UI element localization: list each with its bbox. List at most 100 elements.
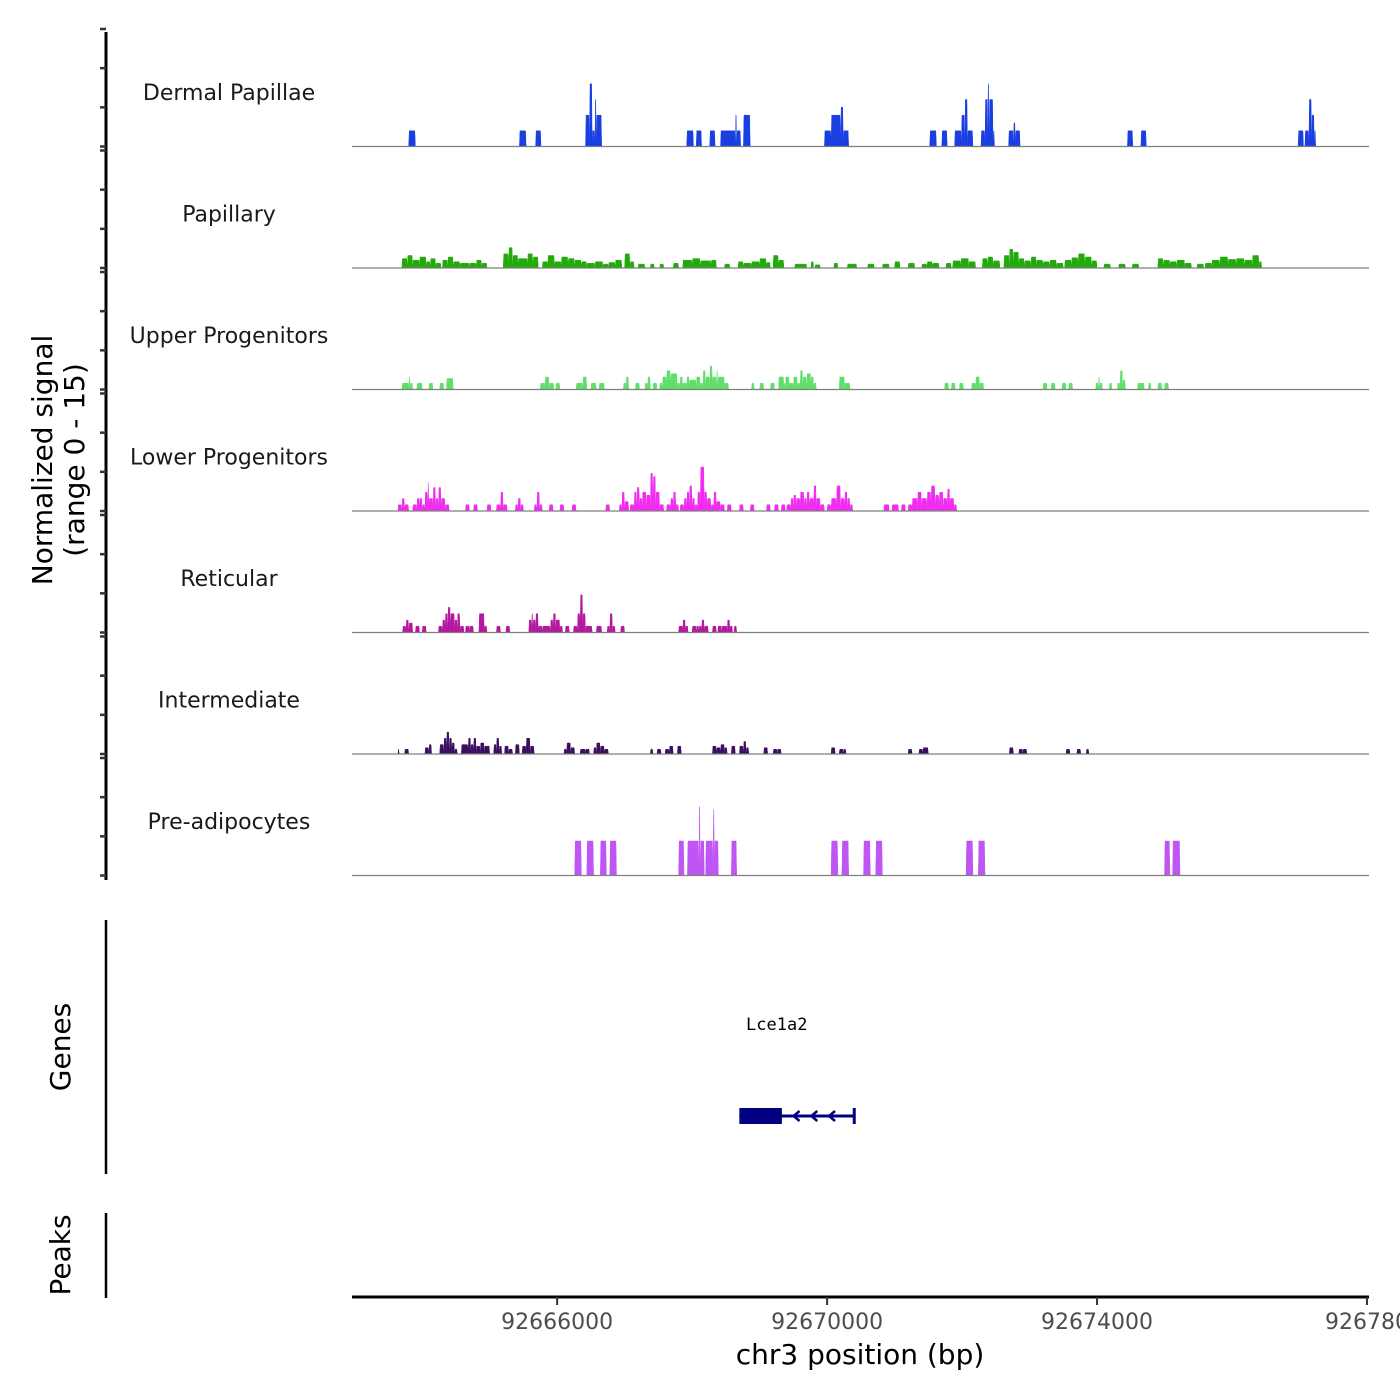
signal-segment	[810, 261, 814, 269]
signal-segment	[624, 501, 629, 512]
signal-segment	[629, 261, 635, 269]
signal-segment	[454, 749, 458, 755]
signal-segment	[454, 619, 458, 633]
signal-segment	[952, 260, 961, 269]
signal-segment	[432, 487, 436, 512]
signal-segment	[633, 491, 638, 512]
signal-segment	[650, 749, 654, 755]
signal-segment	[508, 749, 513, 755]
signal-segment	[731, 840, 737, 876]
signal-segment	[496, 504, 501, 512]
signal-segment	[582, 613, 586, 633]
signal-segment	[863, 840, 871, 876]
signal-segment	[988, 99, 994, 147]
signal-segment	[1061, 382, 1067, 390]
signal-segment	[843, 130, 849, 147]
strand-arrow-icon	[827, 1110, 836, 1122]
signal-segment	[820, 504, 825, 512]
signal-segment	[525, 738, 531, 755]
signal-segment	[772, 749, 778, 755]
signal-segment	[435, 498, 439, 512]
signal-segment	[686, 491, 690, 512]
signal-segment	[1068, 382, 1073, 390]
x-axis-title: chr3 position (bp)	[736, 1338, 985, 1371]
signal-segment	[450, 613, 455, 633]
signal-segment	[954, 130, 962, 147]
signal-segment	[967, 130, 974, 147]
signal-segment	[442, 259, 449, 269]
signal-segment	[712, 809, 715, 876]
signal-segment	[699, 840, 705, 876]
signal-segment	[504, 745, 509, 755]
signal-segment	[705, 376, 710, 390]
x-tick-label: 92670000	[771, 1310, 883, 1335]
gene-exon	[739, 1108, 782, 1124]
signal-segment	[677, 382, 681, 390]
signal-segment	[515, 744, 520, 755]
signal-segment	[484, 625, 488, 633]
signal-segment	[721, 625, 728, 633]
signal-segment	[982, 258, 988, 269]
signal-segment	[922, 747, 929, 755]
signal-segment	[596, 114, 602, 147]
peaks-track-title: Peaks	[44, 1214, 77, 1295]
signal-segment	[438, 625, 443, 633]
signal-segment	[446, 731, 450, 755]
signal-segment	[951, 382, 956, 390]
signal-segment	[907, 749, 913, 755]
signal-segment	[682, 619, 686, 633]
signal-segment	[520, 504, 524, 512]
signal-segment	[965, 840, 974, 876]
signal-segment	[1162, 259, 1171, 269]
signal-segment	[625, 376, 629, 390]
signal-segment	[772, 255, 779, 269]
signal-segment	[735, 114, 737, 147]
signal-segment	[751, 261, 760, 269]
signal-segment	[656, 749, 662, 755]
signal-segment	[421, 504, 426, 512]
signal-segment	[709, 365, 713, 390]
signal-segment	[590, 382, 597, 390]
signal-segment	[726, 504, 732, 512]
x-tick-label: 92666000	[501, 1310, 613, 1335]
signal-segment	[743, 263, 752, 269]
signal-segment	[984, 99, 988, 147]
signal-segment	[689, 485, 693, 512]
signal-segment	[428, 382, 434, 390]
genes-track: Lce1a2	[739, 1015, 856, 1124]
signal-segment	[459, 263, 470, 269]
signal-segment	[408, 376, 411, 390]
signal-segment	[408, 622, 413, 633]
signal-segment	[946, 488, 951, 512]
signal-segment	[605, 504, 611, 512]
signal-segment	[574, 259, 582, 269]
signal-segment	[847, 498, 851, 512]
signal-segment	[737, 261, 744, 269]
signal-segment	[438, 487, 442, 512]
signal-segment	[1311, 114, 1315, 147]
signal-segment	[695, 376, 701, 390]
signal-segment	[806, 373, 812, 390]
signal-segment	[1119, 370, 1123, 390]
signal-segment	[766, 262, 771, 269]
signal-segment	[550, 619, 554, 633]
signal-segment	[574, 840, 582, 876]
signal-segment	[736, 130, 741, 147]
signal-segment	[650, 473, 654, 512]
signal-segment	[532, 256, 539, 269]
signal-segment	[720, 744, 725, 755]
signal-segment	[621, 491, 625, 512]
signal-segment	[486, 504, 492, 512]
signal-segment	[496, 625, 501, 633]
signal-segment	[786, 504, 791, 512]
signal-segment	[953, 504, 957, 512]
signal-segment	[780, 504, 786, 512]
signal-segment	[563, 749, 567, 755]
signal-segment	[439, 382, 445, 390]
signal-segment	[710, 259, 717, 269]
signal-segment	[581, 261, 588, 269]
signal-segment	[679, 376, 683, 390]
signal-segment	[428, 744, 432, 755]
signal-segment	[440, 498, 446, 512]
signal-segment	[662, 376, 667, 390]
